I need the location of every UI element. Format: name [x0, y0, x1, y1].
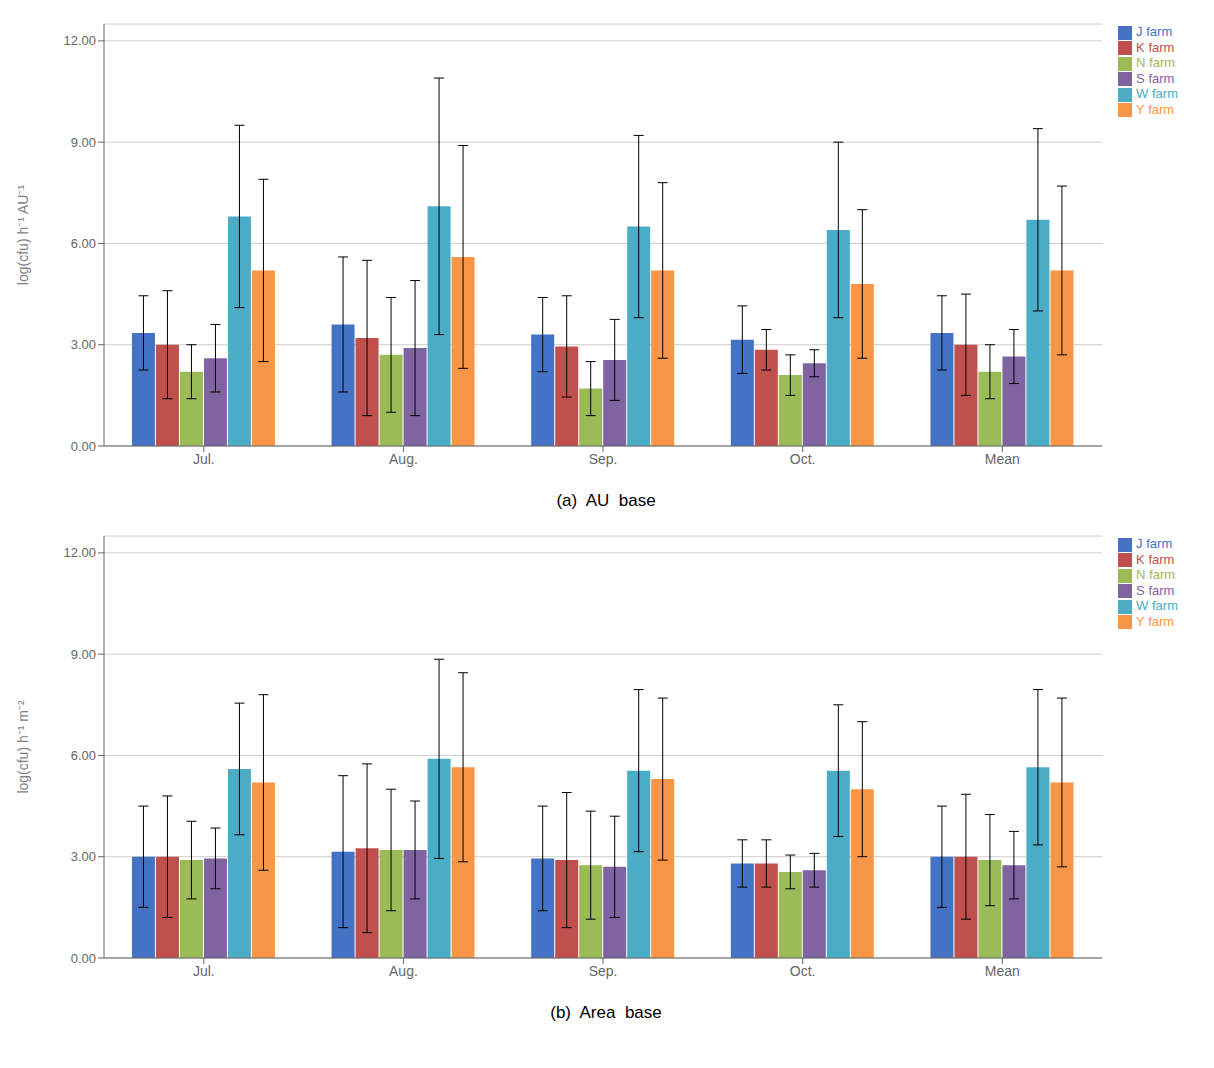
html-text:S farm: S farm — [1136, 582, 1175, 598]
svg-text:Jul.: Jul. — [193, 963, 215, 979]
html-text:K farm: K farm — [1136, 39, 1175, 55]
html-text:W farm: W farm — [1136, 86, 1178, 102]
svg-text:Aug.: Aug. — [389, 451, 418, 467]
svg-text:12.00: 12.00 — [63, 33, 96, 48]
html-text:N farm: N farm — [1136, 55, 1176, 71]
svg-text:log(cfu) h⁻¹ m⁻²: log(cfu) h⁻¹ m⁻² — [15, 700, 31, 794]
svg-text:Aug.: Aug. — [389, 963, 418, 979]
html-text:Y farm: Y farm — [1136, 101, 1175, 117]
svg-text:log(cfu) h⁻¹ AU⁻¹: log(cfu) h⁻¹ AU⁻¹ — [15, 185, 31, 286]
html-text:(b) Area base: (b) Area base — [550, 1003, 662, 1022]
svg-text:3.00: 3.00 — [71, 337, 96, 352]
svg-text:Mean: Mean — [985, 963, 1020, 979]
html-text:W farm: W farm — [1136, 598, 1178, 614]
html-text:K farm: K farm — [1136, 551, 1175, 567]
svg-text:6.00: 6.00 — [71, 236, 96, 251]
svg-text:Oct.: Oct. — [790, 963, 816, 979]
html-text:S farm: S farm — [1136, 70, 1175, 86]
svg-text:0.00: 0.00 — [71, 951, 96, 966]
svg-text:Jul.: Jul. — [193, 451, 215, 467]
svg-text:Sep.: Sep. — [589, 451, 618, 467]
html-text:(a) AU base: (a) AU base — [556, 491, 656, 510]
svg-text:12.00: 12.00 — [63, 545, 96, 560]
svg-text:9.00: 9.00 — [71, 135, 96, 150]
html-text:Y farm: Y farm — [1136, 613, 1175, 629]
svg-text:9.00: 9.00 — [71, 647, 96, 662]
html-text:J farm: J farm — [1136, 24, 1173, 39]
svg-text:Oct.: Oct. — [790, 451, 816, 467]
svg-text:0.00: 0.00 — [71, 439, 96, 454]
svg-text:Sep.: Sep. — [589, 963, 618, 979]
svg-text:6.00: 6.00 — [71, 748, 96, 763]
svg-text:3.00: 3.00 — [71, 849, 96, 864]
html-text:N farm: N farm — [1136, 567, 1176, 583]
html-text:J farm: J farm — [1136, 536, 1173, 551]
svg-text:Mean: Mean — [985, 451, 1020, 467]
